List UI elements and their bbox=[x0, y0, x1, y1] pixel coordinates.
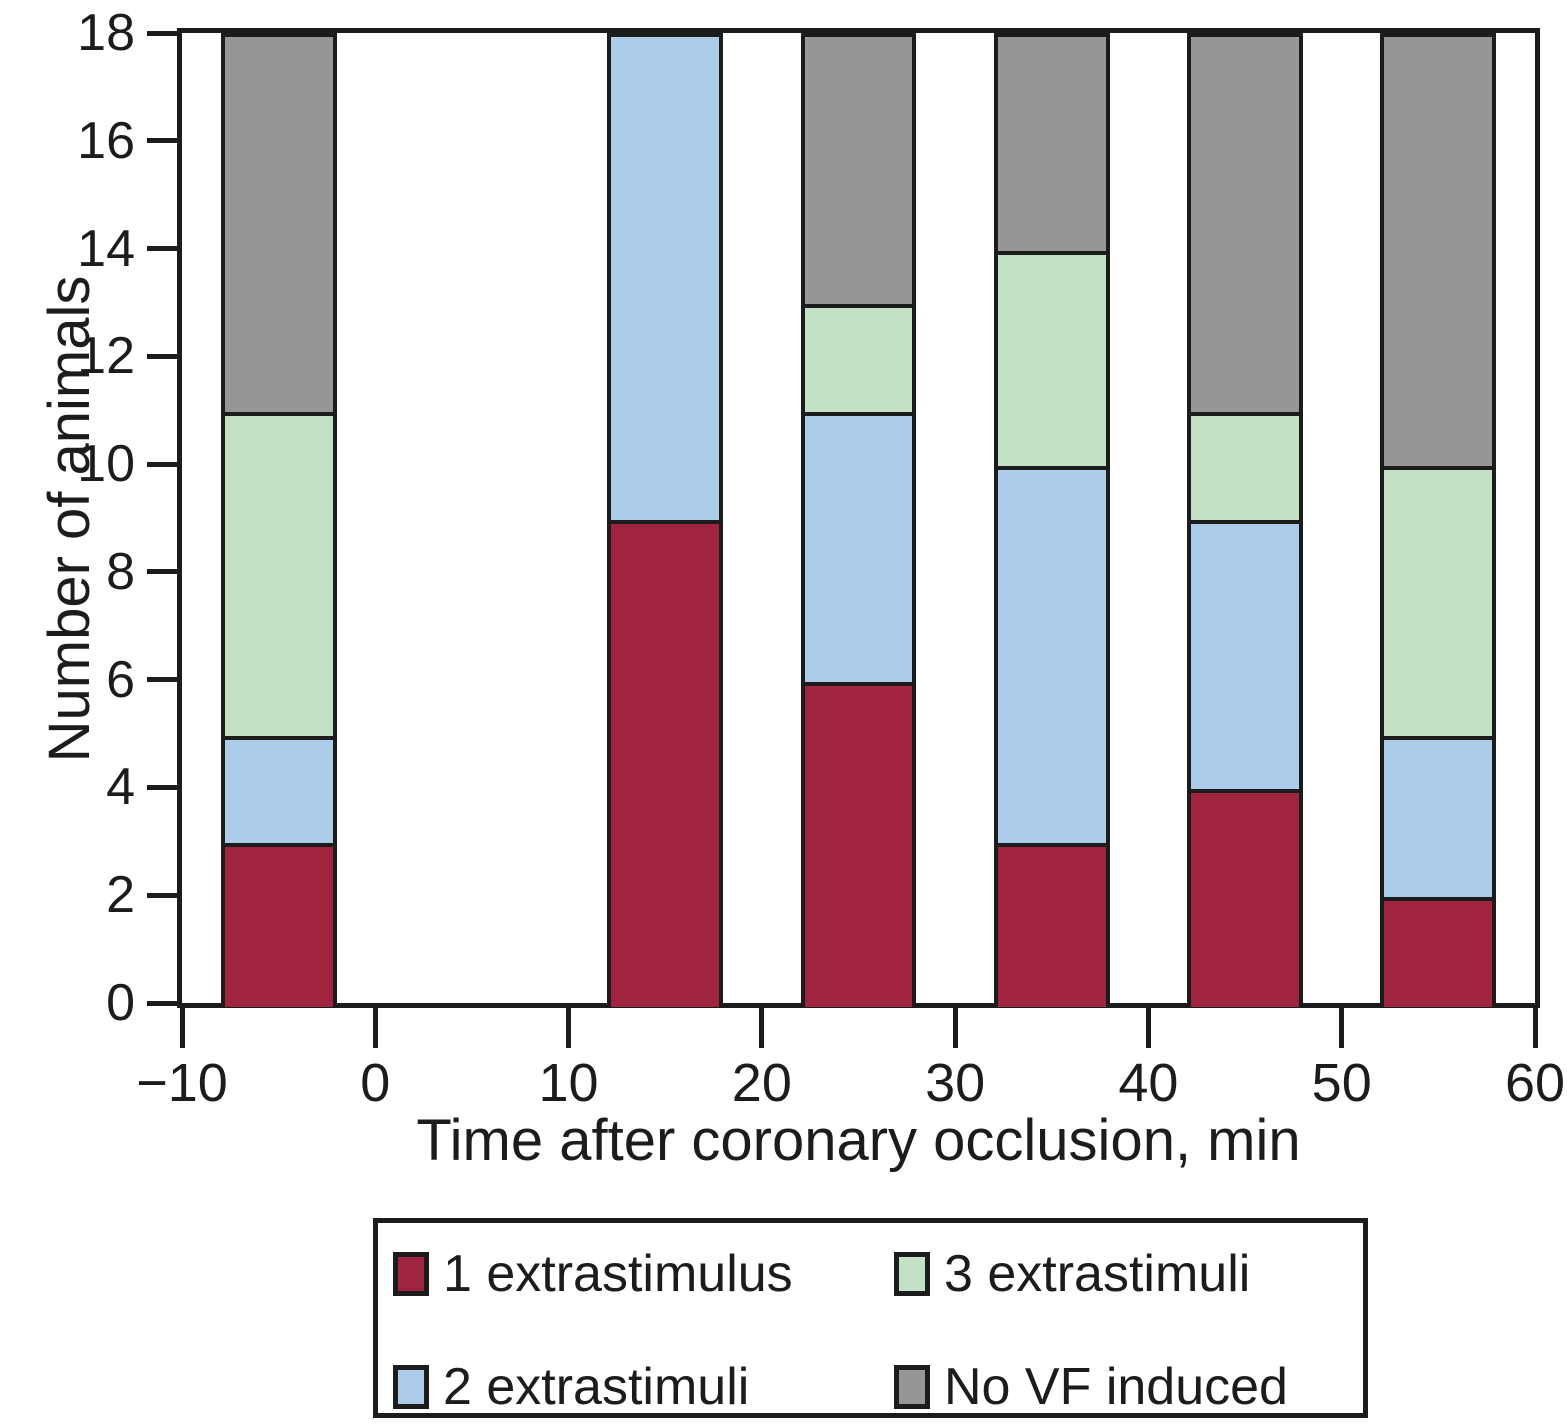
segment-divider bbox=[997, 843, 1106, 848]
legend-label: 3 extrastimuli bbox=[944, 1245, 1251, 1303]
bar-segment-2-extrastimuli bbox=[997, 468, 1106, 846]
y-axis-tick bbox=[147, 138, 177, 144]
y-tick-label: 0 bbox=[106, 974, 135, 1032]
y-tick-label: 12 bbox=[77, 327, 135, 386]
y-axis-tick bbox=[147, 353, 177, 359]
legend-label: 1 extrastimulus bbox=[443, 1245, 793, 1303]
legend-swatch bbox=[894, 1252, 930, 1296]
y-tick-label: 6 bbox=[106, 650, 135, 709]
x-tick-label: 40 bbox=[1118, 1053, 1179, 1113]
legend-box: 1 extrastimulus 3 extrastimuli 2 extrastim… bbox=[373, 1218, 1368, 1418]
y-axis-tick bbox=[147, 30, 177, 36]
bar-segment-2-extrastimuli bbox=[1384, 737, 1493, 900]
bar-segment-no-vf-induced bbox=[804, 37, 913, 307]
y-tick-label: 2 bbox=[106, 866, 135, 925]
x-tick-label: 20 bbox=[731, 1053, 792, 1113]
segment-divider bbox=[1191, 789, 1300, 794]
y-axis-title: Number of animals bbox=[37, 275, 102, 763]
x-tick-label: 0 bbox=[360, 1053, 391, 1113]
y-tick-label: 14 bbox=[77, 219, 135, 278]
bar-segment-1-extrastimulus bbox=[997, 845, 1106, 1007]
x-axis-tick bbox=[1145, 1008, 1151, 1048]
legend-item-3-extrastimuli: 3 extrastimuli bbox=[894, 1248, 1250, 1300]
bar-segment-2-extrastimuli bbox=[224, 737, 333, 846]
x-axis-tick bbox=[179, 1008, 185, 1048]
segment-divider bbox=[804, 304, 913, 309]
y-tick-label: 16 bbox=[77, 111, 135, 170]
bar-segment-3-extrastimuli bbox=[1384, 468, 1493, 738]
y-tick-label: 18 bbox=[77, 4, 135, 62]
segment-divider bbox=[997, 250, 1106, 255]
segment-divider bbox=[224, 843, 333, 848]
segment-divider bbox=[224, 412, 333, 417]
segment-divider bbox=[1191, 412, 1300, 417]
bar-segment-2-extrastimuli bbox=[804, 414, 913, 684]
bar-segment-2-extrastimuli bbox=[1191, 522, 1300, 792]
bar-segment-3-extrastimuli bbox=[997, 252, 1106, 469]
bar-15min bbox=[607, 33, 724, 1007]
y-axis-tick bbox=[147, 677, 177, 683]
segment-divider bbox=[1384, 466, 1493, 471]
bar-segment-1-extrastimulus bbox=[1384, 899, 1493, 1007]
x-axis-tick bbox=[1532, 1008, 1538, 1048]
x-axis-title: Time after coronary occlusion, min bbox=[416, 1108, 1301, 1173]
y-tick-label: 4 bbox=[106, 758, 135, 817]
x-tick-label: 30 bbox=[925, 1053, 986, 1113]
bar-25min bbox=[800, 33, 917, 1007]
bar-45min bbox=[1187, 33, 1304, 1007]
legend-swatch bbox=[393, 1252, 429, 1296]
legend-label: 2 extrastimuli bbox=[443, 1358, 750, 1416]
bar--5min bbox=[220, 33, 337, 1007]
plot-area bbox=[177, 28, 1540, 1008]
bar-segment-1-extrastimulus bbox=[1191, 791, 1300, 1007]
legend-swatch bbox=[894, 1365, 930, 1409]
x-tick-label: 50 bbox=[1311, 1053, 1372, 1113]
y-axis-tick bbox=[147, 461, 177, 467]
y-axis-tick bbox=[147, 1000, 177, 1006]
legend-item-no-vf-induced: No VF induced bbox=[894, 1361, 1288, 1413]
legend-item-2-extrastimuli: 2 extrastimuli bbox=[393, 1361, 749, 1413]
x-axis-tick bbox=[952, 1008, 958, 1048]
x-tick-label: −10 bbox=[136, 1053, 228, 1113]
bar-segment-2-extrastimuli bbox=[611, 37, 720, 522]
bar-35min bbox=[993, 33, 1110, 1007]
x-tick-label: 10 bbox=[538, 1053, 599, 1113]
segment-divider bbox=[1384, 735, 1493, 740]
legend-swatch bbox=[393, 1365, 429, 1409]
segment-divider bbox=[804, 412, 913, 417]
y-axis-tick bbox=[147, 569, 177, 575]
segment-divider bbox=[224, 735, 333, 740]
x-axis-tick bbox=[566, 1008, 572, 1048]
y-axis-tick bbox=[147, 892, 177, 898]
bar-segment-1-extrastimulus bbox=[804, 683, 913, 1007]
bar-segment-3-extrastimuli bbox=[1191, 414, 1300, 522]
segment-divider bbox=[611, 520, 720, 524]
y-tick-label: 8 bbox=[106, 542, 135, 601]
y-axis-tick bbox=[147, 784, 177, 790]
y-tick-label: 10 bbox=[77, 435, 135, 494]
x-axis-tick bbox=[1339, 1008, 1345, 1048]
y-axis-tick bbox=[147, 246, 177, 252]
bar-55min bbox=[1380, 33, 1497, 1007]
x-axis-tick bbox=[759, 1008, 765, 1048]
bar-segment-1-extrastimulus bbox=[611, 522, 720, 1007]
segment-divider bbox=[1384, 897, 1493, 902]
x-tick-label: 60 bbox=[1504, 1053, 1566, 1113]
bar-segment-no-vf-induced bbox=[1384, 37, 1493, 469]
x-axis-tick bbox=[372, 1008, 378, 1048]
segment-divider bbox=[1191, 520, 1300, 524]
bar-segment-3-extrastimuli bbox=[804, 306, 913, 415]
segment-divider bbox=[804, 681, 913, 686]
bar-segment-no-vf-induced bbox=[997, 37, 1106, 253]
legend-label: No VF induced bbox=[944, 1358, 1288, 1416]
bar-segment-3-extrastimuli bbox=[224, 414, 333, 738]
legend-item-1-extrastimulus: 1 extrastimulus bbox=[393, 1248, 793, 1300]
segment-divider bbox=[997, 466, 1106, 471]
bar-segment-no-vf-induced bbox=[224, 37, 333, 415]
bar-segment-no-vf-induced bbox=[1191, 37, 1300, 415]
bar-segment-1-extrastimulus bbox=[224, 845, 333, 1007]
